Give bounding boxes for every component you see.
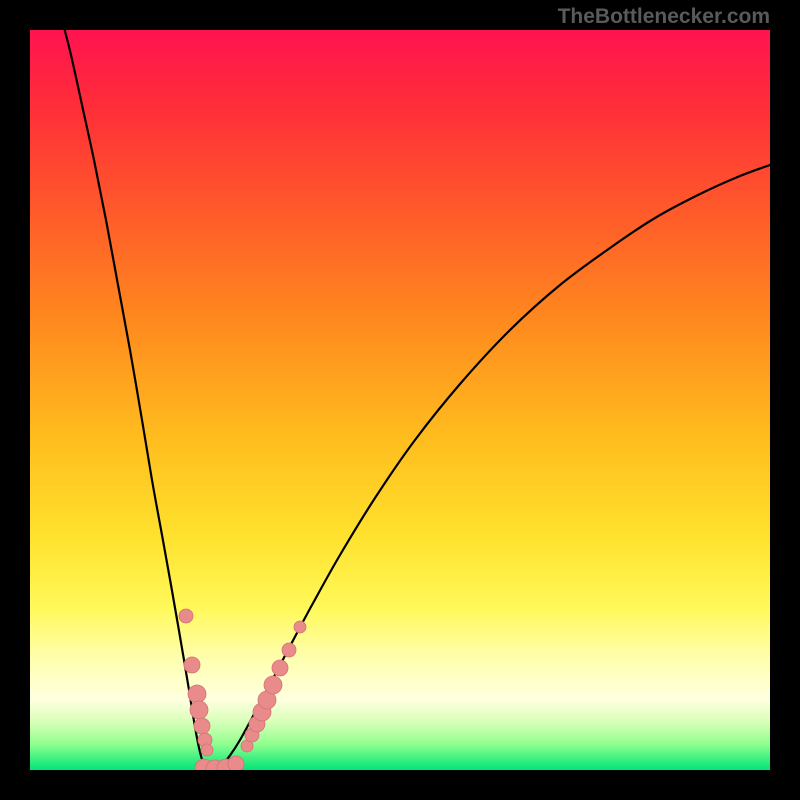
data-marker: [194, 718, 210, 734]
curve-right: [211, 165, 770, 770]
data-marker: [294, 621, 306, 633]
data-marker: [179, 609, 193, 623]
data-marker: [264, 676, 282, 694]
watermark-text: TheBottlenecker.com: [558, 5, 770, 29]
data-marker: [184, 657, 200, 673]
data-marker: [188, 685, 206, 703]
bottleneck-chart: TheBottlenecker.com: [0, 0, 800, 800]
data-marker: [282, 643, 296, 657]
chart-overlay: [0, 0, 800, 800]
data-marker: [190, 701, 208, 719]
data-marker: [228, 756, 244, 772]
data-marker: [201, 744, 213, 756]
data-marker: [272, 660, 288, 676]
